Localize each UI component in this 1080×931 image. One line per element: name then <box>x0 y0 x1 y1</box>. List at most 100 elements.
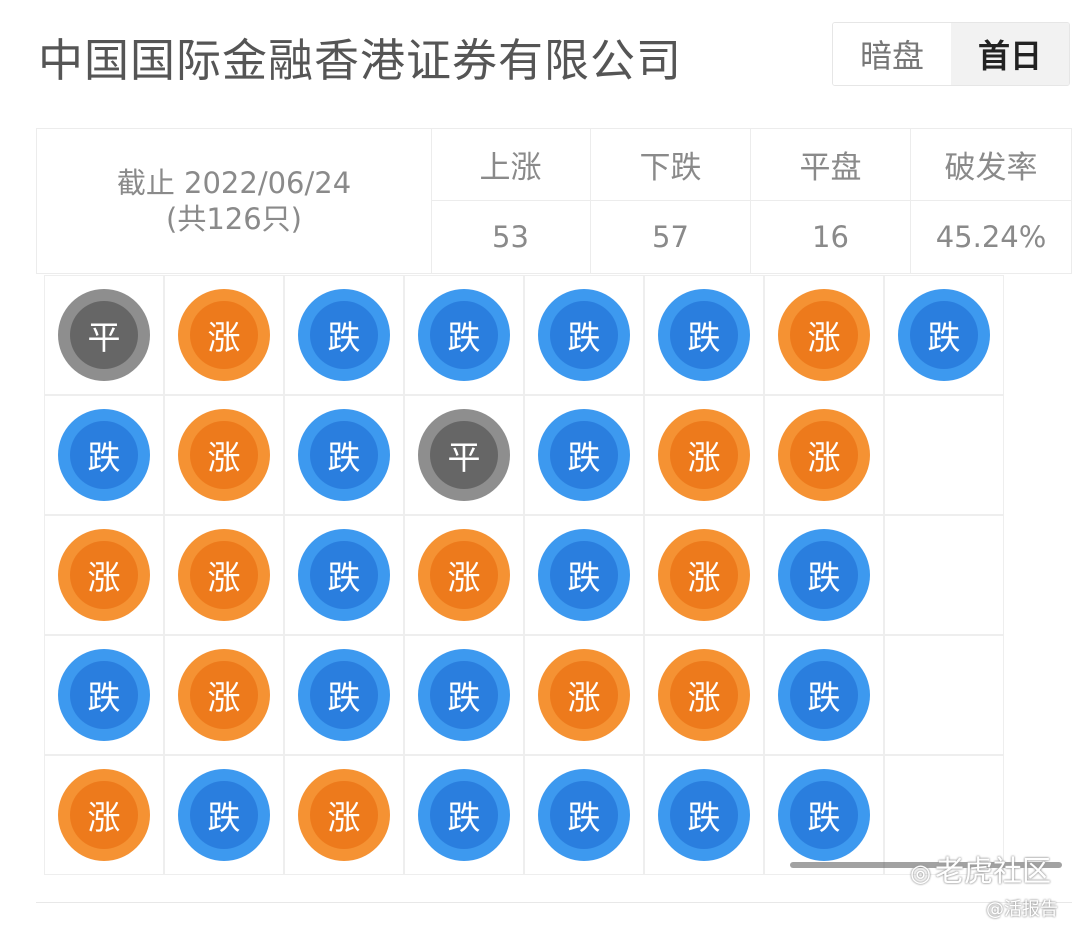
ipo-badge-label: 涨 <box>87 798 121 837</box>
ipo-down-badge[interactable]: 跌 <box>778 769 870 861</box>
ipo-down-badge[interactable]: 跌 <box>418 649 510 741</box>
ipo-badge-label: 涨 <box>207 678 241 717</box>
ipo-badge-label: 涨 <box>687 438 721 477</box>
ipo-up-badge[interactable]: 涨 <box>178 289 270 381</box>
summary-table: 截止 2022/06/24 (共126只) 上涨 53 下跌 57 平盘 16 … <box>36 128 1072 274</box>
stat-flat-label: 平盘 <box>751 129 910 201</box>
ipo-badge-label: 涨 <box>87 558 121 597</box>
stat-up-label: 上涨 <box>431 129 590 201</box>
ipo-down-badge[interactable]: 跌 <box>418 289 510 381</box>
ipo-down-badge[interactable]: 跌 <box>298 289 390 381</box>
divider <box>36 902 1072 903</box>
grid-cell: 涨 <box>164 515 284 635</box>
stat-break-rate-label: 破发率 <box>911 129 1071 201</box>
ipo-down-badge[interactable]: 跌 <box>538 409 630 501</box>
ipo-badge-label: 跌 <box>687 318 721 357</box>
grid-cell: 涨 <box>764 395 884 515</box>
ipo-up-badge[interactable]: 涨 <box>58 769 150 861</box>
ipo-up-badge[interactable]: 涨 <box>178 529 270 621</box>
ipo-up-badge[interactable]: 涨 <box>298 769 390 861</box>
grid-cell: 涨 <box>644 635 764 755</box>
watermark-logo: ◎ 老虎社区 <box>910 848 1051 890</box>
grid-cell: 跌 <box>284 635 404 755</box>
ipo-badge-label: 跌 <box>807 678 841 717</box>
grid-cell: 涨 <box>164 275 284 395</box>
ipo-badge-label: 跌 <box>927 318 961 357</box>
ipo-up-badge[interactable]: 涨 <box>778 409 870 501</box>
grid-cell: 跌 <box>44 395 164 515</box>
ipo-down-badge[interactable]: 跌 <box>778 529 870 621</box>
ipo-down-badge[interactable]: 跌 <box>418 769 510 861</box>
grid-cell: 涨 <box>164 635 284 755</box>
ipo-up-badge[interactable]: 涨 <box>178 649 270 741</box>
ipo-up-badge[interactable]: 涨 <box>778 289 870 381</box>
cutoff-cell: 截止 2022/06/24 (共126只) <box>37 129 432 273</box>
tab-first-day[interactable]: 首日 <box>951 23 1069 85</box>
grid-cell: 跌 <box>644 275 764 395</box>
ipo-down-badge[interactable]: 跌 <box>298 409 390 501</box>
ipo-down-badge[interactable]: 跌 <box>538 289 630 381</box>
ipo-badge-label: 跌 <box>567 438 601 477</box>
period-toggle: 暗盘 首日 <box>832 22 1070 86</box>
grid-cell: 跌 <box>404 635 524 755</box>
ipo-up-badge[interactable]: 涨 <box>658 529 750 621</box>
ipo-up-badge[interactable]: 涨 <box>58 529 150 621</box>
stat-up-value: 53 <box>492 220 529 254</box>
ipo-flat-badge[interactable]: 平 <box>58 289 150 381</box>
ipo-badge-label: 跌 <box>567 318 601 357</box>
ipo-down-badge[interactable]: 跌 <box>898 289 990 381</box>
grid-cell: 跌 <box>164 755 284 875</box>
ipo-down-badge[interactable]: 跌 <box>778 649 870 741</box>
ipo-badge-label: 跌 <box>327 438 361 477</box>
ipo-badge-label: 涨 <box>207 438 241 477</box>
grid-cell: 跌 <box>764 635 884 755</box>
ipo-badge-label: 跌 <box>327 558 361 597</box>
ipo-up-badge[interactable]: 涨 <box>658 649 750 741</box>
grid-cell <box>884 515 1004 635</box>
grid-cell: 涨 <box>764 275 884 395</box>
watermark-author: @活报告 <box>986 899 1058 920</box>
grid-cell: 涨 <box>644 395 764 515</box>
ipo-down-badge[interactable]: 跌 <box>658 289 750 381</box>
stat-flat-value: 16 <box>812 220 849 254</box>
ipo-down-badge[interactable]: 跌 <box>298 649 390 741</box>
ipo-down-badge[interactable]: 跌 <box>58 649 150 741</box>
ipo-down-badge[interactable]: 跌 <box>298 529 390 621</box>
grid-cell: 跌 <box>764 515 884 635</box>
ipo-down-badge[interactable]: 跌 <box>538 529 630 621</box>
grid-cell: 涨 <box>284 755 404 875</box>
ipo-badge-label: 涨 <box>567 678 601 717</box>
grid-cell: 平 <box>404 395 524 515</box>
ipo-badge-label: 跌 <box>207 798 241 837</box>
stat-break-rate: 破发率 45.24% <box>911 129 1071 273</box>
ipo-up-badge[interactable]: 涨 <box>538 649 630 741</box>
ipo-down-badge[interactable]: 跌 <box>178 769 270 861</box>
ipo-badge-label: 跌 <box>687 798 721 837</box>
horizontal-scrollbar[interactable] <box>790 862 1062 868</box>
ipo-badge-label: 跌 <box>327 678 361 717</box>
grid-cell: 跌 <box>524 395 644 515</box>
grid-cell <box>884 755 1004 875</box>
ipo-up-badge[interactable]: 涨 <box>658 409 750 501</box>
grid-cell: 跌 <box>284 275 404 395</box>
grid-cell <box>884 635 1004 755</box>
tab-grey-market[interactable]: 暗盘 <box>833 23 951 85</box>
ipo-badge-label: 涨 <box>687 678 721 717</box>
grid-cell: 涨 <box>44 755 164 875</box>
stat-down-label: 下跌 <box>591 129 750 201</box>
grid-cell: 跌 <box>404 755 524 875</box>
grid-cell: 涨 <box>44 515 164 635</box>
ipo-badge-label: 涨 <box>447 558 481 597</box>
ipo-badge-label: 涨 <box>807 438 841 477</box>
stat-up: 上涨 53 <box>431 129 591 273</box>
grid-cell: 跌 <box>284 515 404 635</box>
ipo-up-badge[interactable]: 涨 <box>178 409 270 501</box>
stat-down-value: 57 <box>652 220 689 254</box>
grid-cell: 跌 <box>524 515 644 635</box>
ipo-flat-badge[interactable]: 平 <box>418 409 510 501</box>
ipo-down-badge[interactable]: 跌 <box>538 769 630 861</box>
ipo-down-badge[interactable]: 跌 <box>58 409 150 501</box>
ipo-down-badge[interactable]: 跌 <box>658 769 750 861</box>
grid-cell: 涨 <box>524 635 644 755</box>
ipo-up-badge[interactable]: 涨 <box>418 529 510 621</box>
